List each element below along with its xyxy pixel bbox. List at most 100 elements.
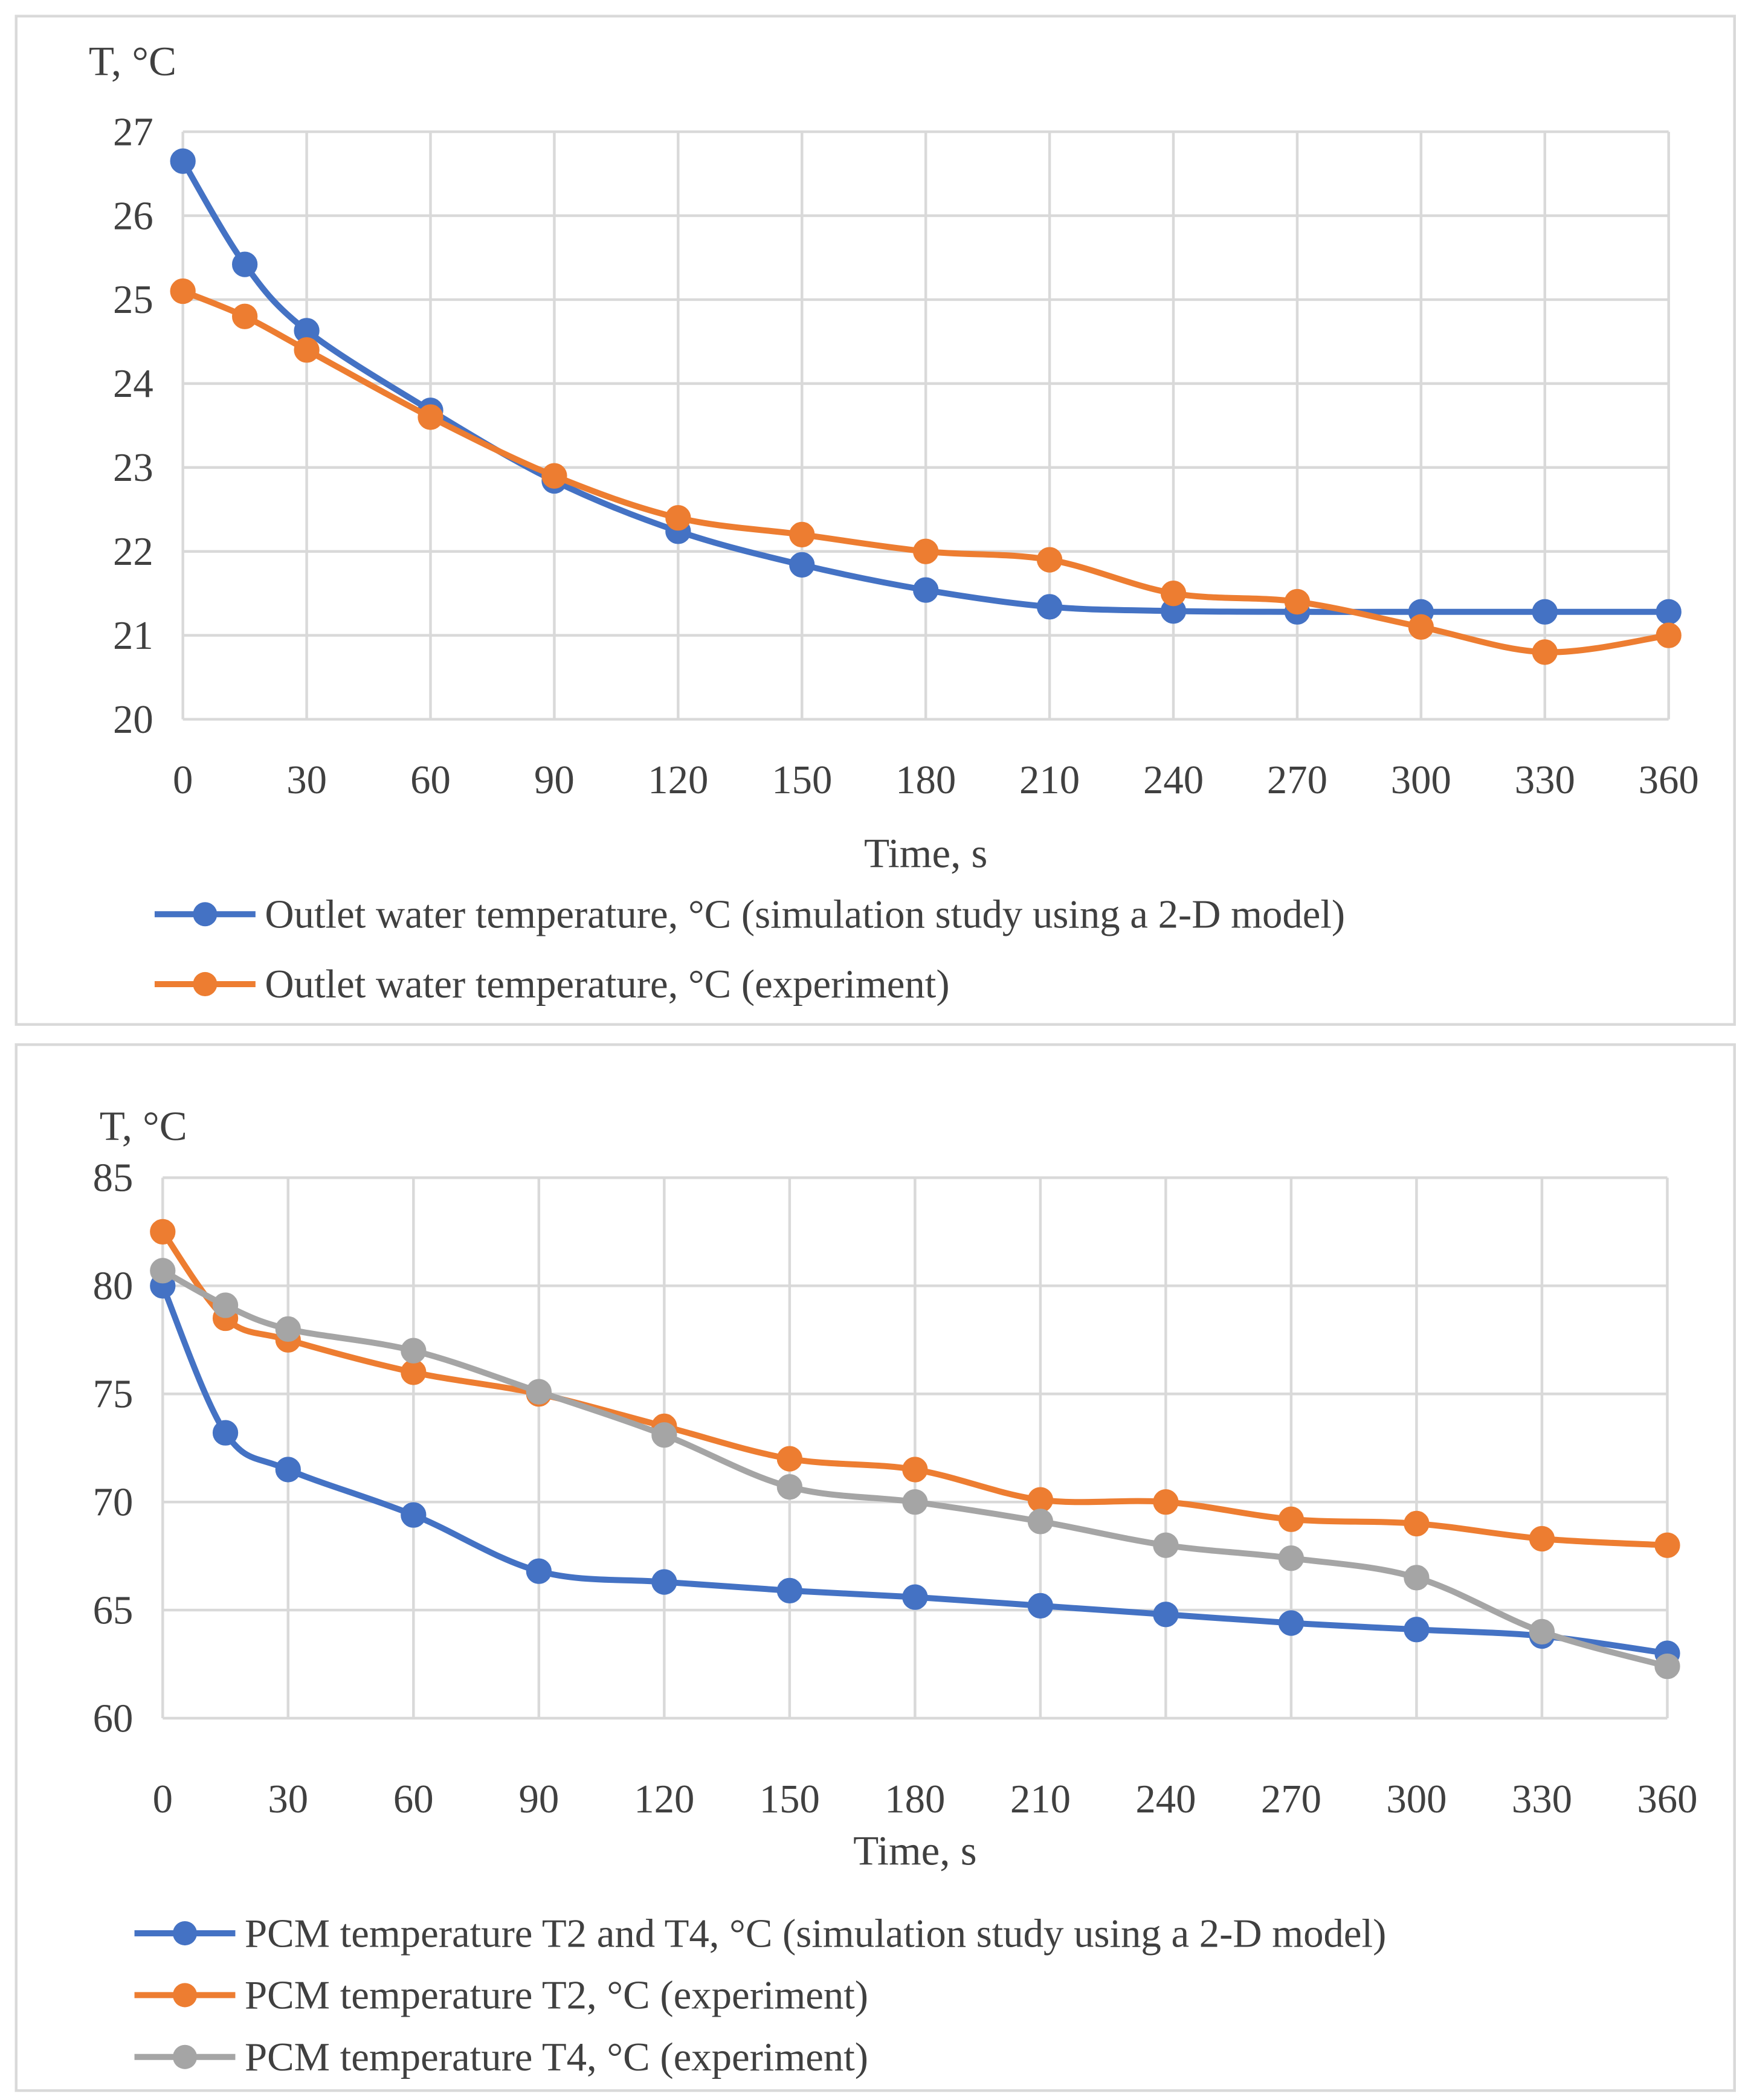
y-tick-label: 25	[113, 278, 153, 322]
y-tick-label: 20	[113, 698, 153, 742]
legend-label: Outlet water temperature, °C (simulation…	[265, 892, 1345, 936]
data-point-series-2	[665, 505, 691, 531]
legend-label: PCM temperature T4, °C (experiment)	[245, 2035, 868, 2079]
legend-label: PCM temperature T2 and T4, °C (simulatio…	[245, 1912, 1386, 1956]
x-tick-label: 330	[1515, 758, 1575, 802]
data-point-series-3	[1529, 1618, 1555, 1645]
x-tick-label: 330	[1512, 1777, 1572, 1821]
y-tick-label: 21	[113, 614, 153, 658]
data-point-series-3	[526, 1379, 552, 1405]
data-point-series-1	[170, 148, 196, 174]
data-point-series-2	[401, 1359, 427, 1385]
legend-label: PCM temperature T2, °C (experiment)	[245, 1974, 868, 2018]
x-tick-label: 30	[268, 1777, 308, 1821]
data-point-series-1	[526, 1558, 552, 1584]
x-tick-label: 150	[772, 758, 832, 802]
data-point-series-3	[212, 1292, 239, 1318]
y-tick-label: 75	[93, 1372, 134, 1416]
y-tick-label: 26	[113, 194, 153, 238]
data-point-series-3	[902, 1489, 928, 1515]
x-tick-label: 90	[534, 758, 575, 802]
legend-marker	[172, 1983, 198, 2008]
data-point-series-3	[1153, 1532, 1179, 1558]
data-point-series-3	[1654, 1653, 1680, 1680]
x-tick-label: 90	[518, 1777, 559, 1821]
series-line-1	[180, 159, 1669, 615]
x-axis-title: Time, s	[864, 830, 987, 876]
data-point-series-3	[651, 1422, 677, 1448]
data-point-series-2	[418, 404, 443, 430]
x-tick-label: 150	[760, 1777, 820, 1821]
data-point-series-3	[1404, 1565, 1430, 1591]
x-tick-label: 60	[393, 1777, 434, 1821]
y-tick-label: 80	[93, 1264, 134, 1309]
x-tick-label: 180	[885, 1777, 945, 1821]
data-point-series-2	[231, 303, 258, 329]
x-tick-label: 180	[895, 758, 956, 802]
data-point-series-2	[170, 278, 196, 304]
data-point-series-1	[1278, 1610, 1305, 1636]
data-point-series-1	[902, 1584, 928, 1610]
chart-frame	[15, 1043, 1736, 2092]
data-point-series-2	[541, 463, 567, 489]
y-tick-label: 22	[113, 530, 153, 574]
x-tick-label: 270	[1267, 758, 1327, 802]
x-tick-label: 0	[153, 1777, 173, 1821]
x-tick-label: 210	[1019, 758, 1080, 802]
data-point-series-2	[1153, 1489, 1179, 1515]
data-point-series-1	[212, 1420, 239, 1446]
data-point-series-1	[401, 1502, 427, 1528]
data-point-series-2	[902, 1457, 928, 1483]
x-tick-label: 240	[1135, 1777, 1196, 1821]
data-point-series-3	[275, 1316, 301, 1342]
chart-frame	[15, 14, 1736, 1026]
data-point-series-3	[150, 1258, 176, 1284]
data-point-series-2	[1027, 1487, 1054, 1513]
x-tick-label: 30	[286, 758, 327, 802]
data-point-series-2	[1654, 1532, 1680, 1558]
x-tick-label: 0	[173, 758, 193, 802]
data-point-series-1	[789, 552, 815, 578]
x-tick-label: 210	[1010, 1777, 1071, 1821]
data-point-series-1	[651, 1569, 677, 1595]
x-tick-label: 360	[1637, 1777, 1697, 1821]
data-point-series-2	[1404, 1510, 1430, 1537]
x-tick-label: 270	[1261, 1777, 1321, 1821]
data-point-series-1	[275, 1457, 301, 1483]
legend-marker	[172, 2044, 198, 2069]
data-point-series-3	[1027, 1509, 1054, 1535]
data-point-series-2	[1529, 1525, 1555, 1552]
y-tick-label: 85	[93, 1156, 134, 1200]
x-tick-label: 120	[648, 758, 708, 802]
data-point-series-1	[1404, 1617, 1430, 1643]
data-point-series-2	[789, 521, 815, 548]
x-tick-label: 240	[1143, 758, 1204, 802]
x-tick-label: 300	[1386, 1777, 1446, 1821]
y-tick-label: 23	[113, 446, 153, 490]
legend-marker	[193, 902, 218, 927]
series-line-1	[160, 1284, 1668, 1657]
y-axis-title: T, °C	[100, 1103, 187, 1149]
data-point-series-3	[401, 1338, 427, 1364]
data-point-series-2	[1278, 1506, 1305, 1532]
x-axis-title: Time, s	[853, 1828, 976, 1874]
data-point-series-1	[913, 577, 939, 603]
legend-label: Outlet water temperature, °C (experiment…	[265, 962, 949, 1007]
data-point-series-1	[1027, 1593, 1054, 1619]
data-point-series-3	[776, 1474, 803, 1500]
x-tick-label: 120	[634, 1777, 694, 1821]
data-point-series-3	[1278, 1545, 1305, 1571]
data-point-series-2	[1408, 614, 1434, 640]
x-tick-label: 300	[1391, 758, 1451, 802]
legend-marker	[193, 971, 218, 996]
data-point-series-2	[1656, 622, 1682, 648]
data-point-series-1	[776, 1577, 803, 1604]
y-tick-label: 60	[93, 1696, 134, 1741]
y-tick-label: 65	[93, 1588, 134, 1632]
data-point-series-1	[1656, 599, 1682, 625]
y-tick-label: 24	[113, 362, 153, 406]
y-tick-label: 70	[93, 1480, 134, 1524]
data-point-series-1	[1532, 599, 1558, 625]
data-point-series-1	[1153, 1602, 1179, 1628]
